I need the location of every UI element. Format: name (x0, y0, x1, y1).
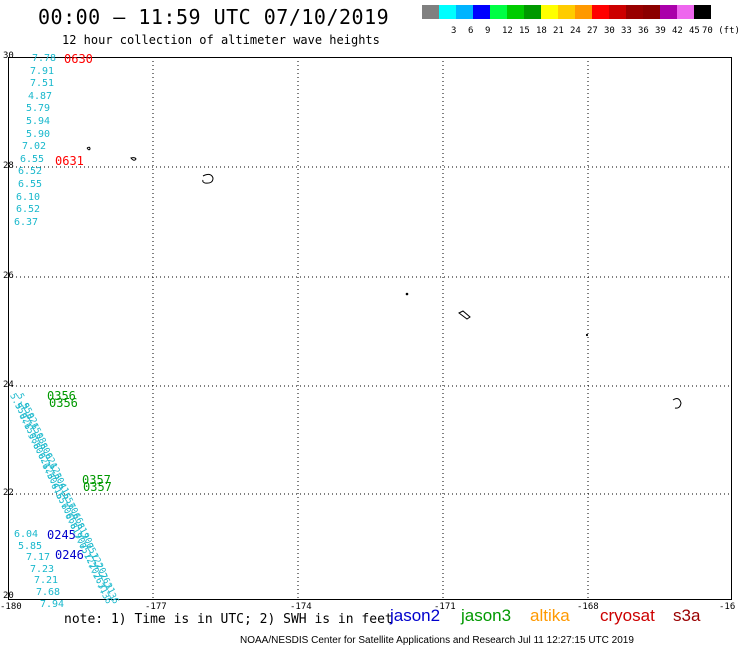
legend-swatch (643, 5, 660, 19)
legend-swatch (694, 5, 711, 19)
map-title: 00:00 – 11:59 UTC 07/10/2019 (38, 5, 390, 29)
legend-swatch (626, 5, 643, 19)
legend-swatch (592, 5, 609, 19)
legend-label: 9 (485, 26, 491, 36)
island-dot (405, 292, 409, 296)
wave-height-value: 7.94 (40, 598, 65, 610)
legend-label: 36 (638, 26, 649, 36)
wave-height-value: 6.55 (18, 179, 43, 190)
wave-height-value: 7.51 (30, 78, 55, 90)
legend-label: 42 (672, 26, 683, 36)
lon-tick-label: -174 (290, 602, 312, 612)
color-legend: 3 6 9 12 15 18 21 24 27 30 33 36 39 42 45 70 (ft) (422, 5, 740, 36)
legend-swatch (524, 5, 541, 19)
lat-tick-label: 24 (3, 380, 14, 390)
pass-time-jason3-0356: 0356 (47, 389, 76, 403)
lat-tick-label: 30 (3, 51, 14, 61)
lat-tick-label: 26 (3, 271, 14, 281)
lat-tick-label: 20 (3, 591, 14, 601)
legend-swatch (609, 5, 626, 19)
pass-time-jason3-0356b: 0356 (49, 396, 78, 410)
wave-height-value: 7.78 (32, 53, 57, 64)
legend-label: 24 (570, 26, 581, 36)
wave-height-value: 5.85 (18, 540, 43, 552)
legend-label: 45 (689, 26, 700, 36)
lat-tick-label: 22 (3, 488, 14, 498)
legend-swatch (677, 5, 694, 19)
satellite-cryosat: cryosat (600, 606, 655, 625)
lat-tick-label: 28 (3, 161, 14, 171)
wave-height-value: 6.10 (16, 191, 41, 203)
legend-label: 33 (621, 26, 632, 36)
wave-height-value: 5.94 (26, 116, 51, 127)
wave-height-value: 7.68 (36, 587, 61, 598)
legend-swatch (558, 5, 575, 19)
wave-height-value: 6.52 (18, 166, 43, 178)
legend-label: 70 (ft) (702, 26, 740, 36)
wave-height-value: 5.90 (26, 128, 51, 140)
legend-label: 15 (519, 26, 530, 36)
pass-time-jason3-0357b: 0357 (83, 480, 112, 494)
island-dot (585, 333, 589, 337)
wave-height-value: 6.55 (20, 153, 45, 165)
footer-credit: NOAA/NESDIS Center for Satellite Applica… (240, 635, 634, 646)
lon-tick-label: -180 (0, 602, 22, 612)
legend-swatch (439, 5, 456, 19)
legend-label: 3 (451, 26, 457, 36)
legend-swatch (422, 5, 439, 19)
wave-height-value: 7.21 (34, 575, 59, 587)
lon-tick-label: -16 (719, 602, 736, 612)
map-subtitle: 12 hour collection of altimeter wave hei… (62, 33, 380, 47)
island-outline (672, 398, 682, 409)
satellite-altika: altika (530, 606, 570, 625)
legend-swatch (473, 5, 490, 19)
legend-label: 39 (655, 26, 666, 36)
lon-tick-label: -168 (577, 602, 599, 612)
island-outline (458, 310, 471, 320)
legend-label: 18 (536, 26, 547, 36)
wave-height-value: 6.04 (14, 529, 39, 540)
legend-label: 12 (502, 26, 513, 36)
wave-height-value: 7.91 (30, 65, 55, 77)
wave-height-value: 6.52 (16, 204, 41, 216)
wave-height-value: 6.37 (14, 216, 39, 228)
legend-swatch (541, 5, 558, 19)
wave-height-value: 7.17 (26, 552, 51, 564)
pass-time-jason2-0245: 0245 (47, 528, 76, 542)
pass-time-jason2-0246: 0246 (55, 548, 84, 562)
legend-swatch (575, 5, 592, 19)
legend-swatch (490, 5, 507, 19)
satellite-jason3: jason3 (461, 606, 512, 625)
satellite-s3a: s3a (673, 606, 701, 625)
units-note: note: 1) Time is in UTC; 2) SWH is in fe… (64, 612, 393, 627)
legend-label: 27 (587, 26, 598, 36)
map-plot-area (8, 57, 732, 600)
lon-tick-label: -177 (145, 602, 167, 612)
wave-height-value: 4.87 (28, 90, 53, 102)
island-outline (202, 173, 214, 184)
island-outline (86, 146, 91, 151)
legend-swatch (507, 5, 524, 19)
satellite-jason2: jason2 (390, 606, 441, 625)
legend-label: 21 (553, 26, 564, 36)
island-outline (130, 157, 137, 161)
legend-swatch (456, 5, 473, 19)
lon-tick-label: -171 (434, 602, 456, 612)
legend-swatch (660, 5, 677, 19)
pass-time-cryosat-0631: 0631 (55, 154, 84, 168)
wave-height-value: 5.79 (26, 103, 51, 115)
wave-height-value: 7.23 (30, 563, 55, 575)
pass-time-jason3-0357: 0357 (82, 473, 111, 487)
pass-time-cryosat-0630: 0630 (64, 52, 93, 66)
legend-label: 6 (468, 26, 474, 36)
wave-height-value: 7.02 (22, 141, 47, 153)
legend-label: 30 (604, 26, 615, 36)
